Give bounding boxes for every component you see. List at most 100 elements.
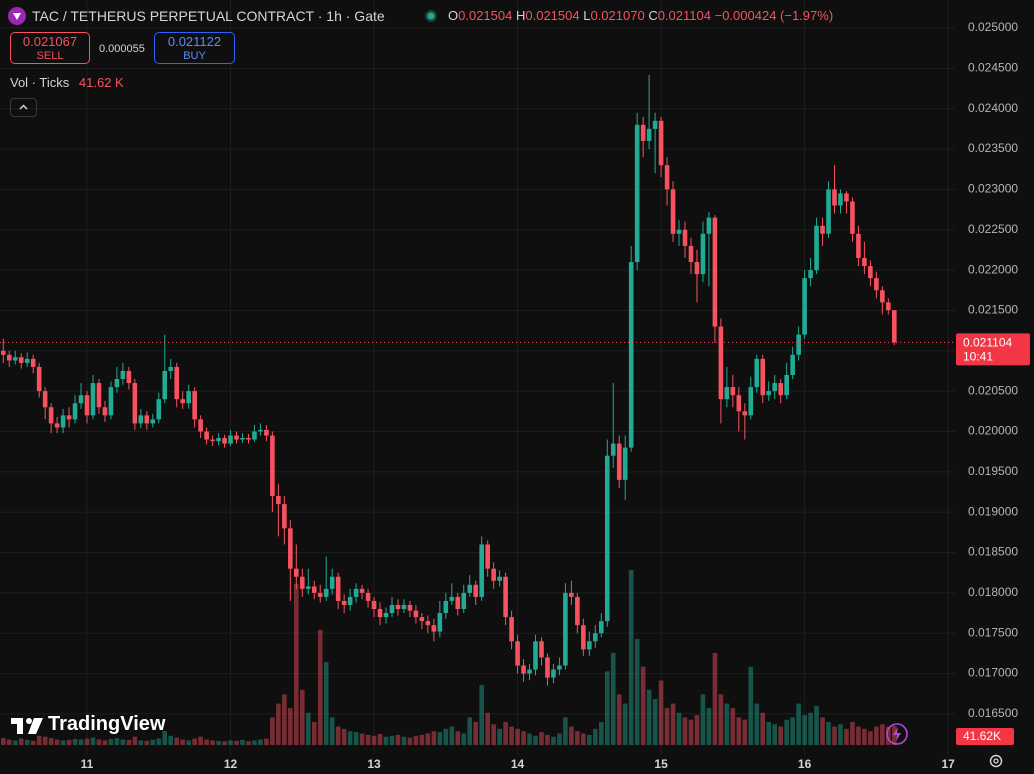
candle-body: [317, 592, 323, 597]
candle-body: [622, 447, 628, 480]
candle-body: [652, 120, 658, 129]
candle-body: [844, 193, 849, 202]
candle-body: [419, 617, 425, 622]
volume-bar: [168, 735, 174, 745]
candle-body: [700, 233, 706, 275]
volume-bar: [467, 717, 473, 745]
volume-bar: [634, 639, 640, 745]
candle-body: [724, 387, 730, 400]
volume-bar: [551, 736, 556, 745]
candle-body: [174, 366, 180, 400]
volume-bar: [479, 685, 484, 745]
x-tick-label: 15: [654, 757, 668, 771]
volume-bar: [365, 734, 371, 745]
volume-bar: [359, 733, 365, 745]
chevron-icon: [19, 104, 28, 110]
candle-body: [796, 334, 801, 355]
candle-body: [575, 596, 580, 626]
volume-bar: [862, 728, 867, 745]
candle-body: [395, 604, 401, 610]
volume-bar: [377, 733, 383, 745]
volume-bar: [264, 738, 269, 745]
buy-button[interactable]: 0.021122 BUY: [154, 32, 235, 64]
volume-bar: [670, 703, 676, 745]
candle-body: [329, 576, 335, 589]
candle-body: [593, 633, 598, 642]
candle-body: [814, 225, 819, 271]
volume-bar: [18, 738, 24, 745]
candle-body: [736, 395, 742, 412]
candle-body: [778, 383, 783, 396]
volume-bar: [228, 740, 233, 745]
candle-body: [90, 383, 96, 416]
volume-bar: [628, 570, 634, 745]
candle-body: [258, 429, 263, 432]
volume-bar: [892, 725, 897, 745]
candle-body: [120, 370, 126, 380]
candle-body: [168, 366, 174, 371]
volume-bar: [832, 726, 837, 745]
candle-body: [323, 588, 329, 597]
candle-body: [838, 193, 843, 206]
candle-body: [892, 310, 897, 343]
candle-body: [138, 415, 144, 424]
volume-bar: [700, 694, 706, 745]
volume-bar: [545, 734, 550, 745]
candle-body: [706, 217, 712, 234]
candle-body: [42, 391, 48, 408]
candle-body: [479, 544, 484, 597]
candle-body: [467, 584, 473, 593]
volume-bar: [419, 734, 425, 745]
candle-body: [569, 592, 574, 597]
volume-bar: [658, 680, 664, 745]
volume-bar: [60, 740, 66, 745]
volume-bar: [868, 731, 873, 745]
x-tick-label: 11: [81, 757, 94, 771]
y-tick-label: 0.022000: [968, 262, 1018, 276]
candle-body: [509, 617, 514, 642]
volume-bar: [90, 737, 96, 745]
volume-bar: [850, 721, 855, 745]
volume-bar: [311, 721, 317, 745]
candle-body: [527, 669, 532, 674]
x-tick-label: 17: [941, 757, 955, 771]
volume-bar: [748, 666, 754, 745]
volume-bar: [0, 738, 6, 745]
candle-body: [431, 625, 437, 632]
volume-bar: [126, 739, 132, 745]
volume-bar: [246, 741, 251, 745]
candle-body: [132, 383, 138, 424]
volume-bar: [760, 712, 766, 745]
settings-button[interactable]: [986, 751, 1006, 771]
volume-bar: [724, 703, 730, 745]
candle-body: [48, 407, 54, 424]
volume-bar: [413, 735, 419, 745]
candle-body: [742, 411, 748, 416]
candle-body: [180, 399, 185, 404]
symbol-title: TAC / TETHERUS PERPETUAL CONTRACT · 1h ·…: [32, 8, 385, 24]
volume-axis-label: 41.62K: [963, 729, 1001, 743]
sell-label: SELL: [36, 50, 64, 62]
candle-body: [377, 609, 383, 618]
candle-body: [628, 262, 634, 448]
candle-body: [144, 415, 150, 424]
candle-body: [389, 604, 395, 614]
last-price-label: 0.021104: [963, 336, 1012, 350]
lightning-button[interactable]: [885, 722, 909, 746]
collapse-button[interactable]: [10, 98, 37, 117]
candle-body: [78, 395, 84, 404]
candle-body: [12, 357, 18, 361]
candle-body: [341, 600, 347, 605]
legend-key: L: [583, 8, 591, 23]
candle-body: [832, 189, 837, 206]
volume-bar: [335, 726, 341, 745]
candle-body: [862, 257, 867, 267]
candle-body: [521, 665, 526, 674]
sell-button[interactable]: 0.021067 SELL: [10, 32, 90, 64]
candle-body: [802, 278, 807, 335]
candle-body: [0, 350, 6, 355]
candle-body: [772, 383, 778, 392]
volume-bar: [102, 740, 108, 745]
volume-bar: [754, 703, 760, 745]
